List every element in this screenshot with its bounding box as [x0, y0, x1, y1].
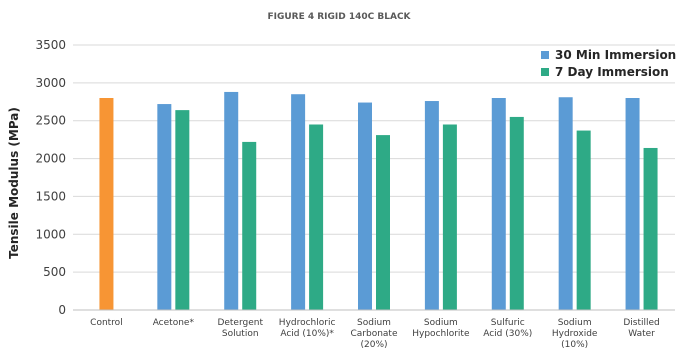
x-tick-label: Sodium Hypochlorite — [412, 318, 470, 339]
chart-title: FIGURE 4 RIGID 140C BLACK — [267, 12, 411, 22]
bar-7day — [309, 124, 324, 310]
legend-label: 7 Day Immersion — [555, 65, 669, 79]
y-tick-label: 500 — [43, 265, 66, 279]
bar-7day — [175, 110, 190, 310]
y-tick-label: 3500 — [35, 38, 66, 52]
bar-30min — [291, 94, 306, 310]
y-axis-ticks: 0 500 1000 1500 2000 2500 3000 3500 — [35, 38, 66, 317]
bar-30min — [157, 104, 172, 310]
bar-30min — [224, 91, 239, 310]
x-tick-label: Sodium Carbonate (20%) — [350, 318, 397, 350]
legend-swatch — [541, 68, 549, 76]
y-tick-label: 1500 — [35, 189, 66, 203]
legend-swatch — [541, 51, 549, 59]
y-tick-label: 2500 — [35, 114, 66, 128]
bar-7day — [376, 135, 390, 310]
y-tick-label: 3000 — [35, 76, 66, 90]
bar-7day — [242, 141, 257, 310]
bar-control — [99, 98, 114, 310]
x-axis-ticks: Control Acetone* Detergent Solution Hydrochl… — [90, 318, 660, 350]
gridlines — [73, 44, 675, 273]
bars — [99, 91, 658, 311]
x-tick-label: Control — [90, 318, 123, 328]
x-tick-label: Detergent Solution — [217, 318, 263, 339]
bar-30min — [424, 101, 439, 311]
bar-30min — [358, 102, 372, 311]
legend-label: 30 Min Immersion — [555, 48, 676, 62]
bar-7day — [576, 130, 591, 310]
bar-7day — [643, 147, 658, 310]
x-tick-label: Sulfuric Acid (30%) — [483, 318, 532, 339]
bar-7day — [442, 124, 457, 310]
y-tick-label: 1000 — [35, 227, 66, 241]
x-tick-label: Sodium Hydroxide (10%) — [552, 318, 598, 350]
bar-30min — [491, 98, 506, 310]
y-axis-label: Tensile Modulus (MPa) — [7, 107, 21, 259]
bar-30min — [558, 97, 573, 310]
y-tick-label: 0 — [58, 303, 66, 317]
y-tick-label: 2000 — [35, 152, 66, 166]
x-tick-label: Acetone* — [153, 318, 195, 328]
bar-7day — [509, 116, 524, 310]
x-tick-label: Hydrochloric Acid (10%)* — [279, 318, 336, 339]
x-tick-label: Distilled Water — [623, 318, 659, 339]
legend: 30 Min Immersion 7 Day Immersion — [541, 48, 676, 79]
bar-30min — [625, 98, 640, 310]
